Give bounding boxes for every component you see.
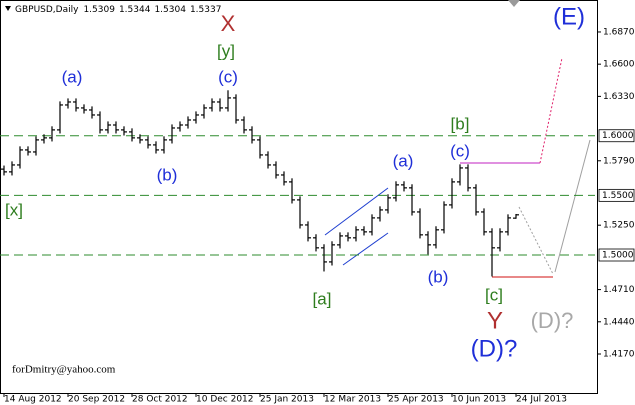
wave-label: (b) — [428, 267, 449, 286]
y-tick-label: 1.6330 — [603, 92, 635, 102]
wave-label: (D)? — [531, 308, 574, 333]
wave-label: [c] — [485, 285, 503, 304]
x-tick-label: 14 Aug 2012 — [4, 395, 62, 405]
y-tick-label: 1.4710 — [603, 285, 635, 295]
y-tick-label: 1.6870 — [603, 27, 635, 37]
x-tick-label: 28 Oct 2012 — [132, 395, 188, 405]
wave-label: (E) — [553, 3, 585, 30]
projection-line — [554, 139, 591, 273]
last-open: 1.5309 — [83, 5, 115, 15]
level-label: 1.6000 — [602, 131, 634, 141]
wave-label: (c) — [450, 141, 470, 160]
wave-label: (a) — [393, 151, 414, 170]
wave-label: (a) — [62, 67, 83, 86]
x-tick-label: 10 Dec 2012 — [196, 395, 254, 405]
wave-label: [x] — [5, 200, 23, 219]
wave-label: (b) — [157, 165, 178, 184]
shift-marker — [508, 0, 520, 7]
level-label-box — [598, 188, 635, 202]
y-tick-label: 1.4170 — [603, 349, 635, 359]
wave-label: [y] — [217, 41, 235, 60]
x-tick-label: 20 Sep 2012 — [68, 395, 125, 405]
last-low: 1.5304 — [154, 5, 186, 15]
level-label: 1.5500 — [602, 191, 634, 201]
credit: forDmitry@yahoo.com — [12, 364, 116, 376]
wave-label: (D)? — [471, 335, 518, 362]
x-tick-label: 24 Jul 2013 — [516, 395, 567, 405]
header-icon — [5, 6, 11, 11]
y-tick-label: 1.4440 — [603, 317, 635, 327]
channel-line — [324, 187, 389, 236]
x-tick-label: 12 Mar 2013 — [324, 395, 381, 405]
header: GBPUSD,Daily 1.5309 1.5344 1.5304 1.5337 — [15, 5, 221, 15]
wave-label: [b] — [451, 114, 470, 133]
level-label: 1.5000 — [602, 251, 634, 261]
y-tick-label: 1.6600 — [603, 60, 635, 70]
x-tick-label: 10 Jun 2013 — [452, 395, 506, 405]
wave-label: [a] — [313, 289, 332, 308]
level-label-box — [598, 248, 635, 262]
x-tick-label: 25 Apr 2013 — [388, 395, 444, 405]
symbol: GBPUSD,Daily — [15, 5, 79, 15]
projection-line — [539, 57, 563, 164]
last-high: 1.5344 — [119, 5, 151, 15]
wave-label: (c) — [218, 67, 238, 86]
last-close: 1.5337 — [190, 5, 222, 15]
channel-line — [342, 232, 389, 266]
x-tick-label: 25 Jan 2013 — [260, 395, 314, 405]
wave-label: X — [221, 11, 236, 36]
level-label-box — [598, 129, 635, 143]
wave-label: Y — [487, 307, 503, 334]
plot-frame — [0, 0, 598, 394]
y-tick-label: 1.5250 — [603, 221, 635, 231]
projection-line — [518, 206, 554, 275]
y-tick-label: 1.5790 — [603, 156, 635, 166]
